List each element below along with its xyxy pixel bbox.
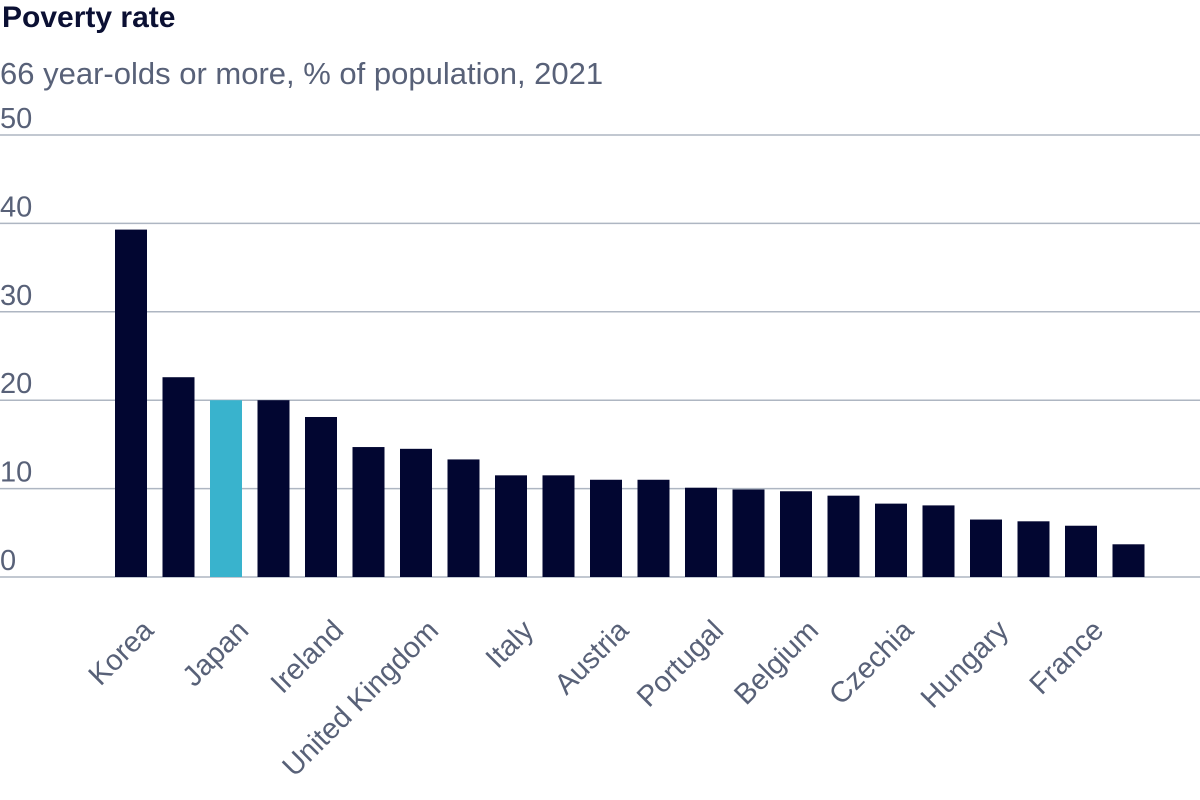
bar bbox=[732, 489, 765, 577]
x-category-label: Austria bbox=[549, 614, 636, 701]
y-tick-label: 20 bbox=[0, 368, 32, 400]
x-category-label: Japan bbox=[177, 614, 255, 692]
chart-subtitle: 66 year-olds or more, % of population, 2… bbox=[0, 56, 604, 91]
y-tick-label: 40 bbox=[0, 191, 32, 223]
y-tick-label: 50 bbox=[0, 103, 32, 135]
bar bbox=[210, 400, 242, 577]
bar bbox=[780, 491, 812, 577]
y-tick-label: 10 bbox=[0, 457, 32, 489]
bar bbox=[495, 475, 527, 577]
chart-title: Poverty rate bbox=[2, 1, 176, 34]
bar bbox=[637, 479, 670, 577]
bar bbox=[352, 447, 385, 577]
x-category-label: France bbox=[1024, 614, 1110, 700]
bar bbox=[590, 479, 622, 577]
x-category-label: Portugal bbox=[631, 614, 730, 713]
bar bbox=[970, 519, 1002, 577]
x-category-label: Italy bbox=[480, 614, 541, 675]
bar bbox=[257, 400, 290, 577]
bar bbox=[400, 448, 432, 577]
bar bbox=[922, 505, 955, 577]
bar bbox=[1112, 544, 1145, 577]
x-category-label: Hungary bbox=[915, 614, 1015, 714]
x-category-label: Korea bbox=[83, 614, 161, 692]
x-category-label: Czechia bbox=[823, 614, 920, 711]
y-axis-tick-labels: 0 10 20 30 40 50 bbox=[0, 103, 32, 577]
bar bbox=[305, 416, 337, 577]
bar bbox=[1065, 525, 1097, 577]
bar bbox=[162, 377, 195, 577]
bars bbox=[115, 229, 1145, 577]
x-category-label: Ireland bbox=[265, 614, 350, 699]
bar bbox=[447, 459, 480, 577]
y-tick-label: 30 bbox=[0, 280, 32, 312]
bar bbox=[1017, 521, 1050, 577]
bar bbox=[685, 487, 717, 577]
bar bbox=[875, 503, 907, 577]
bar bbox=[827, 495, 860, 577]
x-category-label: Belgium bbox=[728, 614, 825, 711]
y-tick-label: 0 bbox=[0, 545, 16, 577]
bar bbox=[542, 475, 575, 577]
bar bbox=[115, 229, 147, 577]
